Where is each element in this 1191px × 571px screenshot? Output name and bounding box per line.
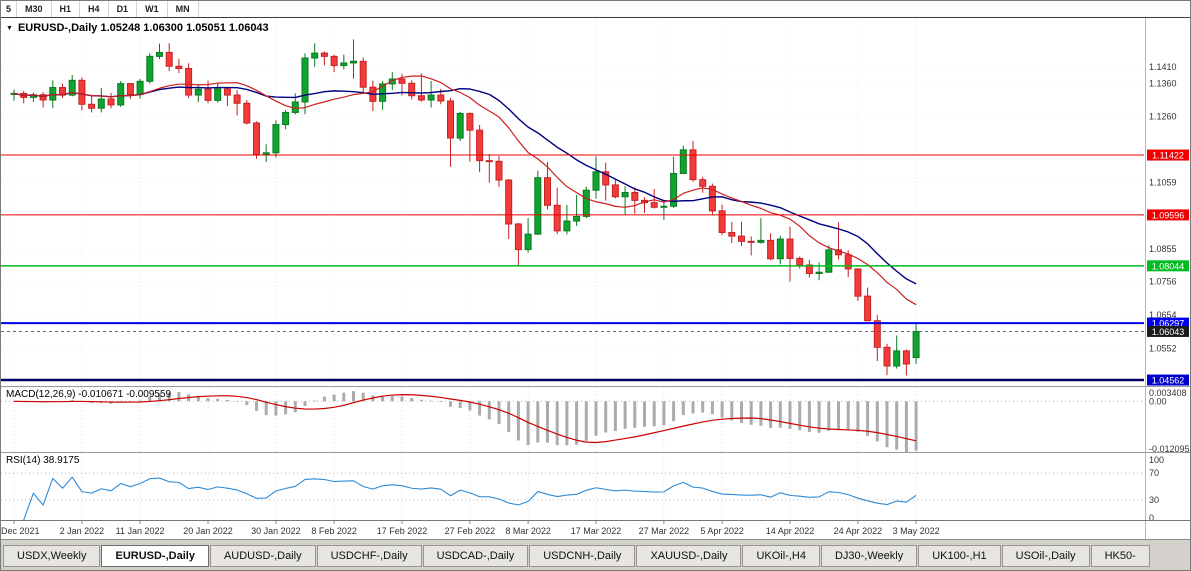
timeframe-w1[interactable]: W1 (137, 1, 168, 17)
timeframe-h1[interactable]: H1 (51, 1, 81, 17)
main-grid (1, 18, 1144, 386)
svg-text:23 Dec 2021: 23 Dec 2021 (1, 526, 40, 536)
svg-text:0: 0 (1149, 513, 1154, 520)
timeframe-d1[interactable]: D1 (108, 1, 138, 17)
macd-signal-line (13, 393, 917, 444)
chart-tab-audusd-daily[interactable]: AUDUSD-,Daily (209, 545, 316, 567)
svg-text:1.04562: 1.04562 (1152, 376, 1185, 386)
timeframe-h4[interactable]: H4 (80, 1, 109, 17)
timeframe-toolbar: 5 M30 H1 H4 D1 W1 MN (1, 1, 1190, 18)
symbol-dropdown-icon[interactable]: ▼ (6, 24, 13, 32)
panel-separator[interactable] (1, 386, 1190, 387)
timeframe-m30[interactable]: M30 (17, 1, 52, 17)
svg-text:14 Apr 2022: 14 Apr 2022 (766, 526, 815, 536)
chart-tab-bar: USDX,Weekly EURUSD-,Daily AUDUSD-,Daily USD… (1, 539, 1190, 570)
svg-text:1.0552: 1.0552 (1149, 344, 1177, 354)
chart-tab-ukoil-h4[interactable]: UKOil-,H4 (742, 545, 820, 567)
horizontal-levels[interactable] (1, 154, 1144, 382)
chart-title: ▼ EURUSD-,Daily 1.05248 1.06300 1.05051 … (6, 22, 269, 34)
panel-separator[interactable] (1, 452, 1190, 453)
svg-text:0.00: 0.00 (1149, 396, 1167, 406)
chart-tab-usdcnh-daily[interactable]: USDCNH-,Daily (529, 545, 636, 567)
rsi-label: RSI(14) 38.9175 (6, 455, 80, 466)
chart-tab-hk50[interactable]: HK50- (1090, 545, 1150, 567)
svg-text:1.11422: 1.11422 (1152, 151, 1184, 161)
rsi-panel[interactable]: 100 70 30 0 (1, 453, 1191, 520)
svg-text:1.1059: 1.1059 (1149, 177, 1177, 187)
svg-text:17 Mar 2022: 17 Mar 2022 (571, 526, 622, 536)
chart-tab-usoil-daily[interactable]: USOil-,Daily (1001, 545, 1090, 567)
candlestick-series (10, 39, 920, 376)
date-axis[interactable]: 23 Dec 2021 2 Jan 2022 11 Jan 2022 20 Jan 2… (1, 521, 1191, 541)
timeframe-mn[interactable]: MN (167, 1, 199, 17)
svg-text:1.06297: 1.06297 (1152, 319, 1185, 329)
svg-text:1.0756: 1.0756 (1149, 277, 1177, 287)
svg-text:100: 100 (1149, 455, 1164, 465)
price-axis-separator (1145, 18, 1146, 541)
chart-tab-usdx-weekly[interactable]: USDX,Weekly (3, 545, 101, 567)
ma-fast-line (13, 75, 917, 306)
svg-text:20 Jan 2022: 20 Jan 2022 (183, 526, 233, 536)
svg-text:5 Apr 2022: 5 Apr 2022 (700, 526, 744, 536)
svg-text:70: 70 (1149, 468, 1159, 478)
svg-text:0.003408: 0.003408 (1149, 388, 1187, 398)
svg-text:1.0654: 1.0654 (1149, 310, 1177, 320)
svg-text:30 Jan 2022: 30 Jan 2022 (251, 526, 301, 536)
svg-text:1.1260: 1.1260 (1149, 111, 1177, 121)
rsi-line (23, 476, 917, 520)
svg-text:3 May 2022: 3 May 2022 (893, 526, 940, 536)
svg-text:1.09596: 1.09596 (1152, 210, 1185, 220)
chart-title-text: EURUSD-,Daily 1.05248 1.06300 1.05051 1.… (17, 22, 269, 34)
svg-text:1.08044: 1.08044 (1152, 261, 1185, 271)
svg-text:1.1410: 1.1410 (1149, 62, 1177, 72)
chart-tab-dj30-weekly[interactable]: DJ30-,Weekly (820, 545, 918, 567)
svg-text:17 Feb 2022: 17 Feb 2022 (377, 526, 428, 536)
svg-text:11 Jan 2022: 11 Jan 2022 (116, 526, 165, 536)
chart-tab-eurusd-daily[interactable]: EURUSD-,Daily (101, 545, 209, 567)
macd-label: MACD(12,26,9) -0.010671 -0.009559 (6, 389, 172, 400)
ma-slow-line (13, 86, 917, 285)
chart-tab-usdchf-daily[interactable]: USDCHF-,Daily (316, 545, 422, 567)
timeframe-5[interactable]: 5 (1, 1, 18, 17)
svg-text:27 Feb 2022: 27 Feb 2022 (445, 526, 496, 536)
chart-tab-usdcad-daily[interactable]: USDCAD-,Daily (422, 545, 529, 567)
svg-text:1.1360: 1.1360 (1149, 79, 1177, 89)
main-price-chart[interactable]: 1.1410 1.1360 1.1260 1.1059 1.0855 1.0756 1.06… (1, 18, 1191, 386)
svg-text:30: 30 (1149, 495, 1159, 505)
svg-text:27 Mar 2022: 27 Mar 2022 (639, 526, 690, 536)
svg-text:8 Mar 2022: 8 Mar 2022 (505, 526, 551, 536)
svg-text:1.0855: 1.0855 (1149, 244, 1177, 254)
svg-text:2 Jan 2022: 2 Jan 2022 (60, 526, 105, 536)
svg-text:8 Feb 2022: 8 Feb 2022 (311, 526, 357, 536)
svg-text:24 Apr 2022: 24 Apr 2022 (834, 526, 883, 536)
svg-text:1.06043: 1.06043 (1152, 327, 1185, 337)
panel-separator (1, 520, 1190, 521)
chart-tab-xauusd-daily[interactable]: XAUUSD-,Daily (636, 545, 742, 567)
chart-tab-uk100-h1[interactable]: UK100-,H1 (918, 545, 1001, 567)
svg-text:-0.012095: -0.012095 (1149, 444, 1190, 452)
